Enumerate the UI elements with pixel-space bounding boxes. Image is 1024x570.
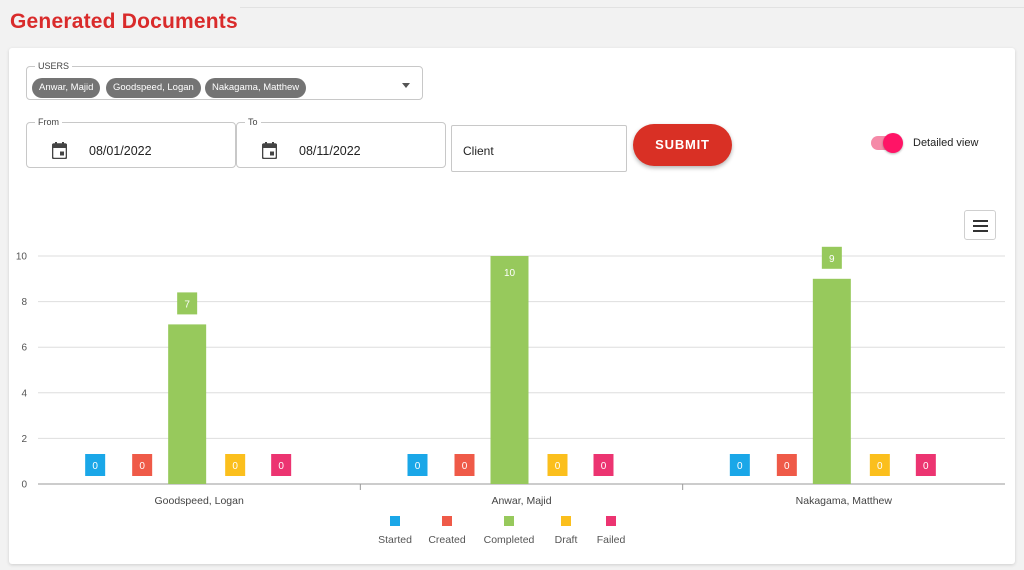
detailed-view-label: Detailed view [913, 137, 979, 149]
to-label: To [248, 117, 258, 127]
legend-label[interactable]: Started [378, 534, 412, 546]
data-label-box [177, 292, 198, 315]
legend-swatch[interactable] [442, 516, 452, 526]
y-tick-label: 8 [21, 297, 27, 308]
data-label-box [407, 454, 428, 476]
calendar-icon[interactable] [262, 142, 277, 159]
submit-button[interactable]: SUBMIT [633, 124, 732, 166]
user-chip[interactable]: Nakagama, Matthew [205, 78, 307, 98]
data-label-box [132, 454, 153, 476]
legend-swatch[interactable] [390, 516, 400, 526]
x-tick-label: Goodspeed, Logan [155, 495, 244, 507]
data-label: 0 [877, 461, 883, 472]
data-label: 0 [232, 461, 238, 472]
y-tick-label: 6 [21, 343, 27, 354]
users-label: USERS [38, 61, 70, 71]
chart-menu-button[interactable] [964, 210, 996, 240]
header-divider [240, 7, 1024, 8]
data-label-box [776, 454, 797, 476]
bar-completed[interactable] [490, 256, 529, 484]
toggle-knob[interactable] [883, 133, 903, 153]
menu-icon [973, 220, 988, 222]
legend-label[interactable]: Created [428, 534, 466, 546]
y-tick-label: 0 [21, 480, 27, 491]
data-label: 10 [504, 268, 516, 279]
menu-icon-line [973, 225, 988, 227]
bar-completed[interactable] [812, 278, 851, 484]
data-label: 0 [601, 461, 607, 472]
user-chip[interactable]: Anwar, Majid [32, 78, 101, 98]
legend-label[interactable]: Failed [597, 534, 626, 546]
data-label-box [821, 246, 842, 269]
data-label-box [547, 454, 568, 476]
data-label: 0 [415, 461, 421, 472]
data-label-box [225, 454, 246, 476]
detailed-view-toggle[interactable] [871, 133, 903, 153]
bar-completed[interactable] [168, 324, 207, 484]
legend-label[interactable]: Draft [555, 534, 578, 546]
data-label: 0 [92, 461, 98, 472]
user-chip[interactable]: Goodspeed, Logan [106, 78, 201, 98]
to-date-field[interactable]: To 08/11/2022 [236, 118, 446, 168]
data-label-box [729, 454, 750, 476]
data-label: 0 [555, 461, 561, 472]
users-select[interactable]: USERS Anwar, Majid Goodspeed, Logan Naka… [26, 62, 423, 100]
data-label: 0 [139, 461, 145, 472]
data-label: 0 [737, 461, 743, 472]
x-tick-label: Nakagama, Matthew [796, 495, 893, 507]
page-title: Generated Documents [10, 10, 238, 33]
data-label: 0 [923, 461, 929, 472]
data-label-box [85, 454, 106, 476]
y-tick-label: 10 [16, 252, 28, 263]
data-label: 0 [462, 461, 468, 472]
report-card: USERS Anwar, Majid Goodspeed, Logan Naka… [9, 48, 1015, 564]
legend-swatch[interactable] [561, 516, 571, 526]
data-label-box [454, 454, 475, 476]
legend-swatch[interactable] [504, 516, 514, 526]
data-label-box [869, 454, 890, 476]
data-label: 0 [784, 461, 790, 472]
from-date-value: 08/01/2022 [89, 144, 152, 158]
from-date-field[interactable]: From 08/01/2022 [26, 118, 236, 168]
data-label-box [271, 454, 292, 476]
data-label: 9 [829, 254, 835, 265]
calendar-icon[interactable] [52, 142, 67, 159]
dropdown-arrow-icon[interactable] [402, 83, 410, 88]
client-field[interactable]: Client [451, 125, 627, 172]
data-label: 7 [184, 299, 190, 310]
bar-chart: 0 2 4 6 8 10 Goodspeed, Logan 0 0 7 0 0 Anwar, Majid… [16, 246, 1005, 546]
y-tick-label: 4 [21, 388, 27, 399]
x-tick-label: Anwar, Majid [491, 495, 551, 507]
data-label-box [915, 454, 936, 476]
menu-icon-line [973, 230, 988, 232]
legend-swatch[interactable] [606, 516, 616, 526]
y-tick-label: 2 [21, 434, 27, 445]
from-label: From [38, 117, 59, 127]
legend-label[interactable]: Completed [484, 534, 535, 546]
data-label: 0 [278, 461, 284, 472]
data-label-box [593, 454, 614, 476]
to-date-value: 08/11/2022 [299, 144, 361, 158]
